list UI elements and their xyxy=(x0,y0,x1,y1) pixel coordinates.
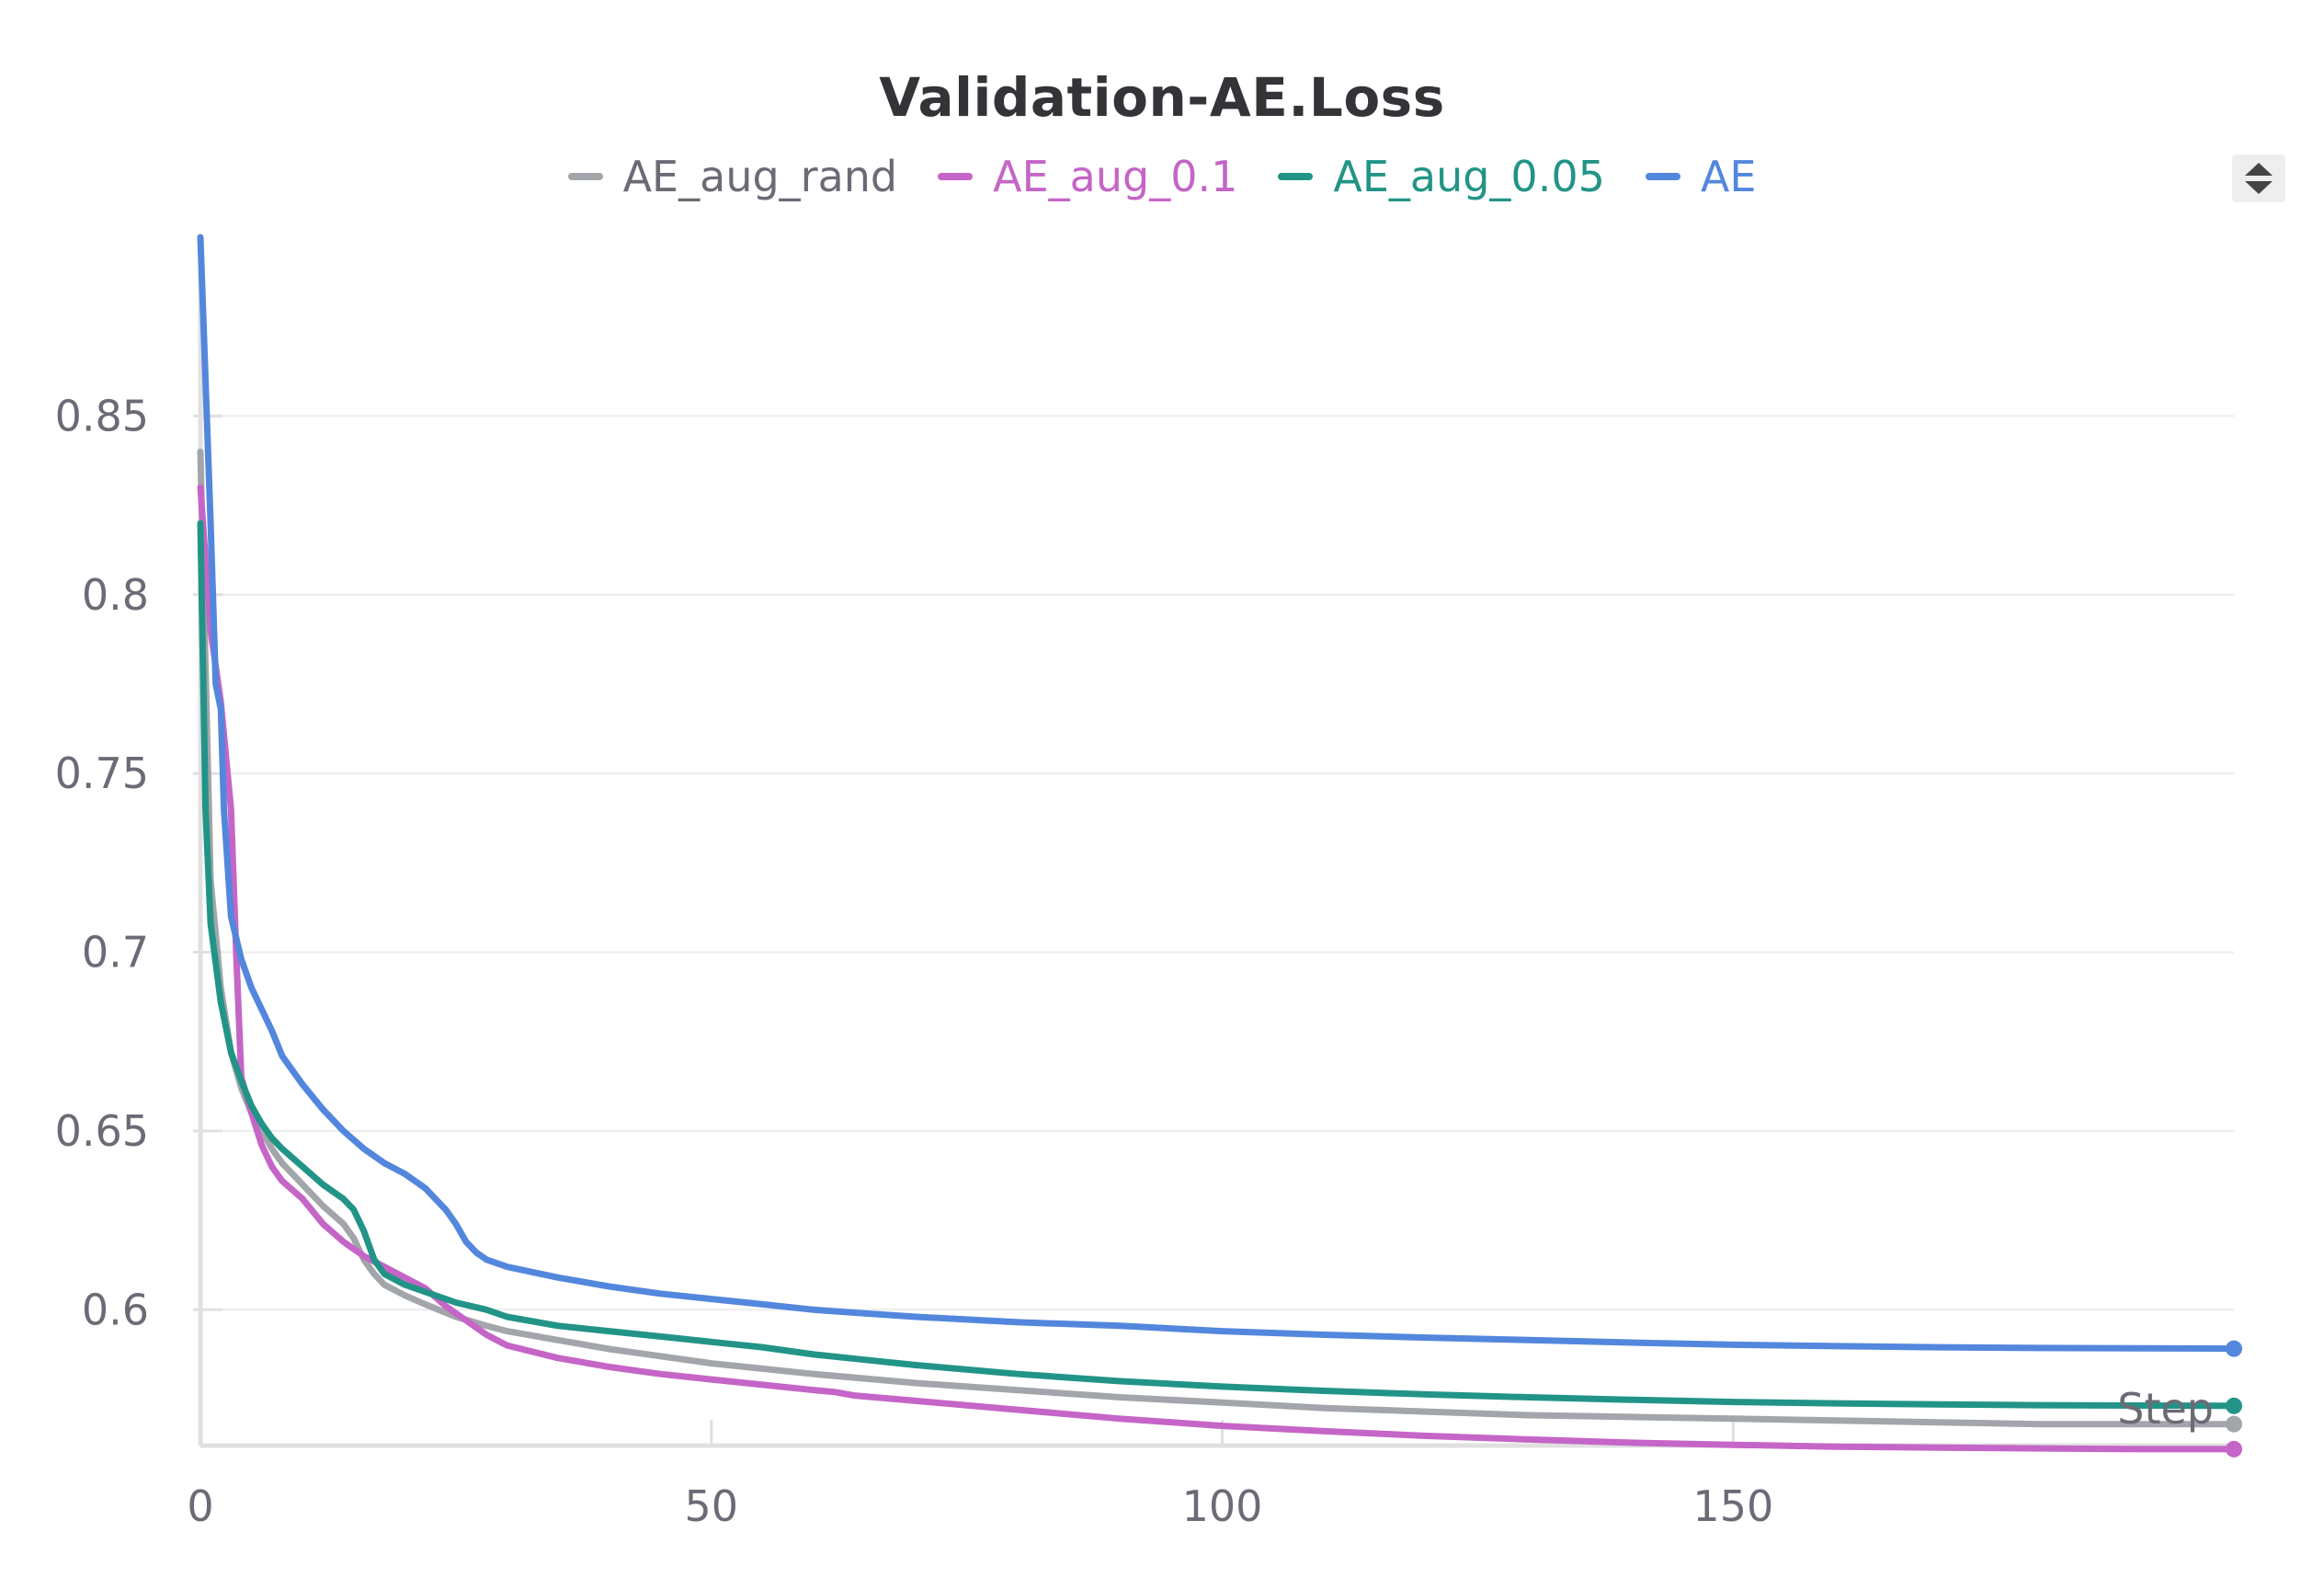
legend-label-ae-aug-0-1: AE_aug_0.1 xyxy=(993,152,1238,201)
y-tick-label: 0.7 xyxy=(82,928,149,977)
scroll-up-icon[interactable] xyxy=(2245,163,2273,176)
legend-swatch-ae-aug-rand xyxy=(567,173,603,180)
y-tick-label: 0.85 xyxy=(55,391,149,440)
series-end-point-ae[interactable] xyxy=(2226,1340,2242,1357)
legend-item-ae-aug-rand[interactable]: AE_aug_rand xyxy=(567,152,898,201)
x-tick-label: 0 xyxy=(187,1481,213,1531)
legend-scroll-control[interactable] xyxy=(2232,154,2285,202)
x-tick-label: 100 xyxy=(1182,1481,1263,1531)
chart-title: Validation-AE.Loss xyxy=(879,66,1445,129)
series-end-point-ae-aug-0-05[interactable] xyxy=(2226,1397,2242,1414)
legend-label-ae-aug-rand: AE_aug_rand xyxy=(622,152,898,201)
y-tick-label: 0.65 xyxy=(55,1106,149,1156)
legend-item-ae-aug-0-05[interactable]: AE_aug_0.05 xyxy=(1278,152,1605,201)
y-tick-labels: 0.6 0.65 0.7 0.75 0.8 0.85 xyxy=(55,391,149,1334)
series-end-point-ae-aug-0-1[interactable] xyxy=(2226,1440,2242,1458)
legend-swatch-ae-aug-0-05 xyxy=(1278,173,1314,180)
series-lines xyxy=(197,234,2242,1458)
legend-label-ae: AE xyxy=(1700,152,1757,201)
y-tick-label: 0.75 xyxy=(55,749,149,798)
x-tick-labels: 0 50 100 150 xyxy=(187,1420,1773,1531)
scroll-down-icon[interactable] xyxy=(2245,181,2273,194)
y-tick-label: 0.6 xyxy=(82,1285,149,1334)
series-end-point-ae-aug-rand[interactable] xyxy=(2226,1415,2242,1433)
legend: AE_aug_rand AE_aug_0.1 AE_aug_0.05 AE xyxy=(0,152,2324,201)
grid-lines xyxy=(193,414,2234,1311)
legend-item-ae[interactable]: AE xyxy=(1645,152,1757,201)
legend-swatch-ae xyxy=(1645,173,1680,180)
series-line-ae-aug-rand[interactable] xyxy=(197,448,2238,1428)
legend-swatch-ae-aug-0-1 xyxy=(938,173,974,180)
legend-item-ae-aug-0-1[interactable]: AE_aug_0.1 xyxy=(938,152,1237,201)
legend-label-ae-aug-0-05: AE_aug_0.05 xyxy=(1333,152,1605,201)
y-tick-label: 0.8 xyxy=(82,570,149,620)
series-line-ae[interactable] xyxy=(197,234,2238,1353)
x-tick-label: 50 xyxy=(685,1481,739,1531)
series-line-ae-aug-0-05[interactable] xyxy=(197,520,2238,1410)
x-axis-label: Step xyxy=(2117,1384,2214,1434)
x-tick-label: 150 xyxy=(1692,1481,1773,1531)
series-line-ae-aug-0-1[interactable] xyxy=(197,484,2238,1453)
